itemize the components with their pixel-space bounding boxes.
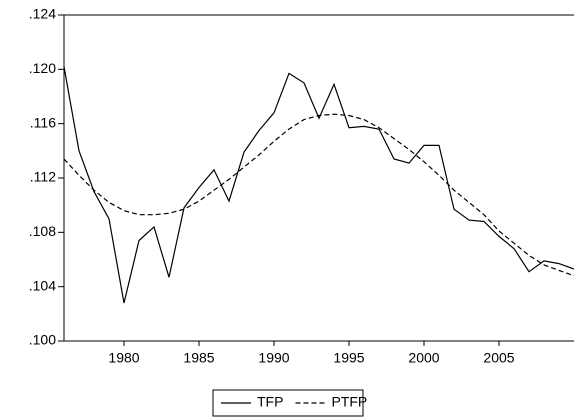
y-tick-label: .100 [29,332,56,348]
series-line [63,66,574,304]
x-tick-label: 2005 [483,350,514,366]
plot-frame [63,14,574,342]
x-tick-label: 1980 [108,350,139,366]
y-tick-label: .112 [30,169,56,185]
y-tick-label: .116 [30,114,56,130]
y-tick-label: .124 [29,6,56,22]
x-tick-label: 1985 [183,350,214,366]
y-tick-label: .120 [29,60,56,76]
x-tick-label: 1990 [258,350,289,366]
x-tick-label: 1995 [333,350,364,366]
x-tick-label: 2000 [408,350,439,366]
y-tick-label: .104 [29,277,56,293]
legend-label: TFP [257,394,283,410]
legend-label: PTFP [331,394,367,410]
y-tick-label: .108 [29,223,56,239]
series-line [63,113,574,277]
